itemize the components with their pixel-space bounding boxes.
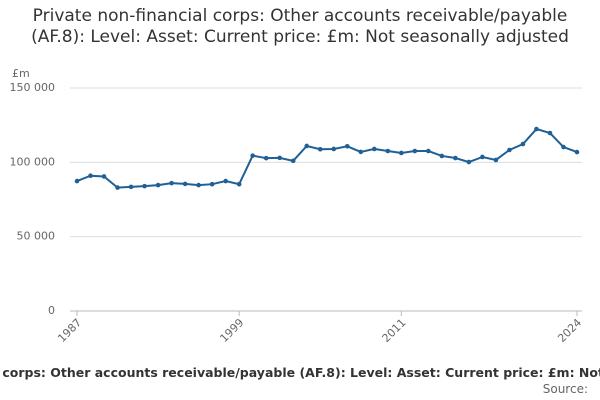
point bbox=[304, 143, 310, 149]
point bbox=[331, 146, 337, 152]
point bbox=[466, 159, 472, 165]
point bbox=[358, 149, 364, 155]
point bbox=[128, 184, 134, 190]
point bbox=[399, 150, 404, 156]
x-tick-label: 2024 bbox=[555, 316, 584, 345]
y-tick-label: 50 000 bbox=[17, 230, 56, 243]
point bbox=[182, 181, 188, 187]
x-tick-label: 1999 bbox=[217, 316, 246, 345]
point bbox=[317, 146, 323, 152]
point bbox=[290, 158, 296, 164]
point bbox=[439, 153, 445, 159]
point bbox=[480, 154, 485, 160]
line bbox=[76, 127, 578, 189]
point bbox=[371, 146, 377, 152]
point bbox=[574, 149, 580, 155]
footer: Private non-financial corps: Other accou… bbox=[0, 365, 600, 380]
y-tick-label: 100 000 bbox=[10, 155, 56, 168]
point bbox=[196, 182, 201, 188]
point bbox=[412, 148, 418, 154]
point bbox=[250, 153, 255, 158]
point bbox=[561, 144, 566, 150]
point bbox=[547, 130, 553, 136]
y-tick-label: 150 000 bbox=[10, 81, 56, 94]
footer-text: Private non-financial corps: Other accou… bbox=[0, 365, 600, 380]
point bbox=[115, 185, 120, 190]
point bbox=[209, 181, 215, 187]
y-tick-label: 0 bbox=[48, 304, 55, 317]
point bbox=[155, 182, 161, 188]
point bbox=[493, 157, 499, 163]
point bbox=[88, 173, 93, 179]
point bbox=[344, 143, 350, 149]
point bbox=[223, 178, 228, 184]
point bbox=[169, 180, 174, 186]
point bbox=[263, 155, 269, 161]
x-tick-label: 2011 bbox=[380, 316, 409, 345]
point bbox=[236, 181, 242, 187]
point bbox=[101, 174, 107, 179]
point bbox=[426, 148, 431, 154]
chart-title: Private non-financial corps: Other accou… bbox=[31, 6, 569, 47]
point bbox=[385, 148, 391, 154]
point bbox=[534, 126, 539, 132]
point bbox=[520, 141, 526, 147]
source: Source: bbox=[542, 382, 588, 396]
y-axis-unit: £m bbox=[12, 67, 30, 80]
x-tick-label: 1987 bbox=[55, 316, 84, 345]
point bbox=[277, 155, 283, 161]
point bbox=[453, 155, 458, 161]
point bbox=[507, 147, 512, 153]
point bbox=[74, 178, 80, 184]
point bbox=[142, 183, 147, 189]
